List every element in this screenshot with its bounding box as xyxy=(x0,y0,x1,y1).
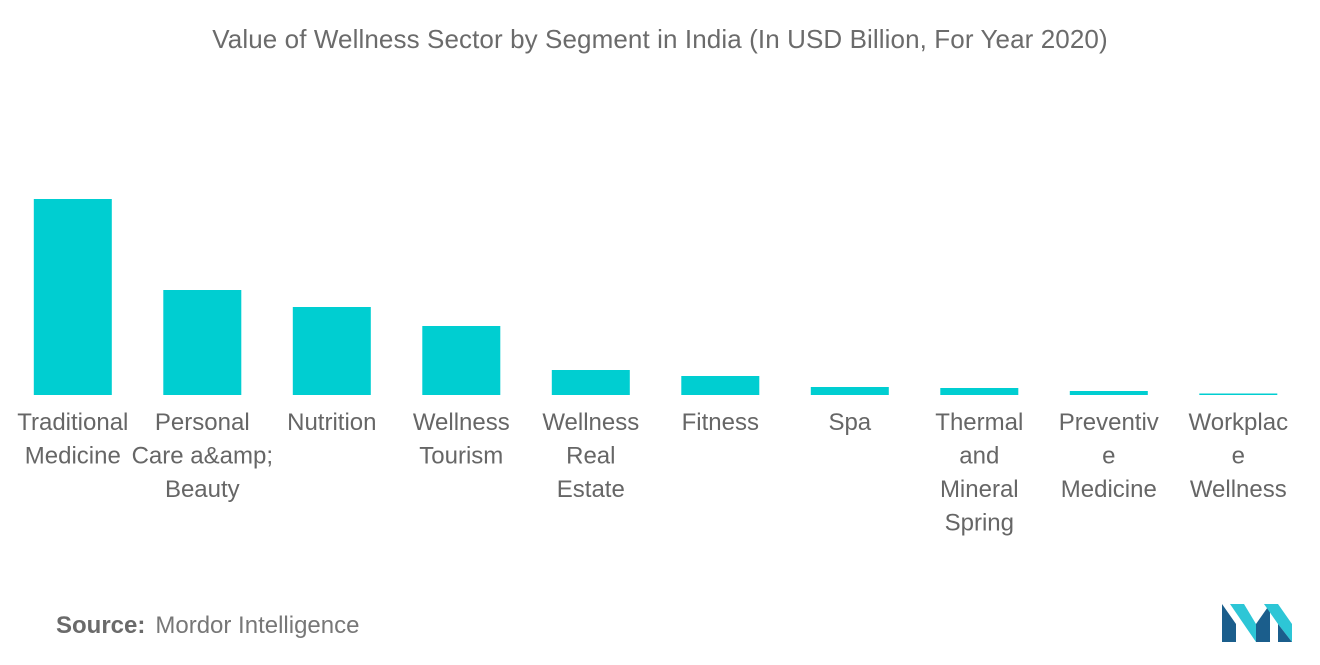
bar-1 xyxy=(33,199,112,395)
bar-9 xyxy=(1069,391,1148,395)
bar-6 xyxy=(681,376,760,395)
category-label-3: Nutrition xyxy=(287,409,376,436)
bars-group xyxy=(33,199,1278,395)
category-label-8: Thermal and Mineral Spring xyxy=(935,409,1023,537)
bar-8 xyxy=(940,388,1019,395)
bar-10 xyxy=(1199,393,1278,395)
bar-2 xyxy=(163,290,242,395)
category-label-5: Wellness Real Estate xyxy=(542,409,639,503)
category-label-1: Traditional Medicine xyxy=(17,409,128,470)
bar-4 xyxy=(422,326,501,395)
category-label-10: Workplac e Wellness xyxy=(1189,409,1289,503)
mordor-intelligence-logo-icon xyxy=(1222,604,1292,642)
source-label: Source: xyxy=(56,612,146,639)
chart-title: Value of Wellness Sector by Segment in I… xyxy=(212,24,1108,54)
category-label-7: Spa xyxy=(828,409,871,436)
bar-5 xyxy=(551,370,630,395)
source-value: Mordor Intelligence xyxy=(155,612,360,639)
bar-3 xyxy=(292,307,371,395)
category-label-6: Fitness xyxy=(682,409,759,436)
category-label-4: Wellness Tourism xyxy=(413,409,510,470)
category-label-9: Preventiv e Medicine xyxy=(1059,409,1159,503)
source-note: Source: Mordor Intelligence xyxy=(56,612,359,640)
category-label-2: Personal Care a&amp; Beauty xyxy=(132,409,273,503)
bar-7 xyxy=(810,387,889,395)
